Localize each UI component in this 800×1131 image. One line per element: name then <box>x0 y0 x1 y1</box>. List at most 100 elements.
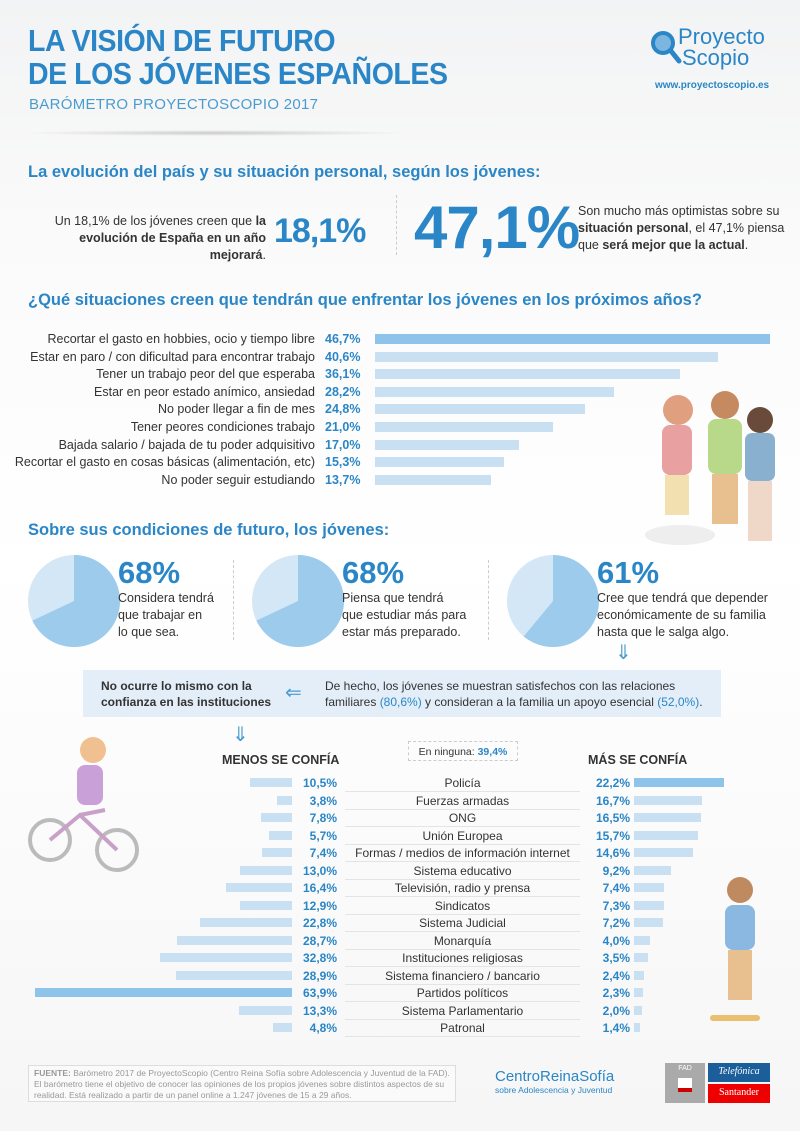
more-trust-bar <box>634 795 702 805</box>
text: situación personal <box>578 221 689 235</box>
bar-label: Tener peores condiciones trabajo <box>130 420 315 434</box>
more-trust-bar <box>634 813 701 822</box>
institution-label: Sistema financiero / bancario <box>345 969 580 985</box>
arrow-left-icon: ⇐ <box>285 682 302 704</box>
more-trust-bar <box>634 865 672 875</box>
more-trust-bar <box>634 970 644 980</box>
logo-text: Scopio <box>682 45 750 70</box>
family-relations-pct: (80,6%) <box>379 695 422 709</box>
more-trust-bar <box>634 935 651 945</box>
institution-label: Sistema educativo <box>345 864 580 880</box>
bar-row: No poder seguir estudiando 13,7% <box>0 472 800 489</box>
magnifier-globe-icon <box>651 31 682 64</box>
pie-chart <box>252 555 344 647</box>
proyectoscopio-logo: Proyecto Scopio <box>648 26 778 76</box>
title-line: DE LOS JÓVENES ESPAÑOLES <box>28 56 448 91</box>
bar-label: Estar en peor estado anímico, ansiedad <box>94 384 315 399</box>
less-trust-bar <box>269 830 292 840</box>
bar <box>375 369 681 380</box>
trust-row: 13,0% Sistema educativo 9,2% <box>0 862 800 880</box>
description-line: lo que sea. <box>118 625 180 639</box>
pie-description: Piensa que tendrá que estudiar más para es… <box>342 590 466 641</box>
bar-row: Bajada salario / bajada de tu poder adqu… <box>0 437 800 454</box>
text: Son mucho más optimistas sobre su <box>578 204 780 218</box>
bar <box>375 351 719 362</box>
bar-value: 15,3% <box>325 455 361 470</box>
bar <box>375 422 553 432</box>
less-trust-bar <box>35 988 292 997</box>
less-trust-value: 12,9% <box>302 898 337 913</box>
arrow-down-icon: ⇓ <box>232 724 249 746</box>
less-trust-bar <box>226 883 292 892</box>
institution-label: Partidos políticos <box>345 986 580 1002</box>
institution-label: Patronal <box>345 1021 580 1037</box>
trust-row: 4,8% Patronal 1,4% <box>0 1019 800 1037</box>
family-info-box: No ocurre lo mismo con la confianza en la… <box>83 670 721 717</box>
pie-slice-value <box>523 555 599 647</box>
trust-row: 63,9% Partidos políticos 2,3% <box>0 984 800 1002</box>
more-trust-bar <box>634 900 664 910</box>
cyclist-illustration <box>28 737 139 872</box>
evolution-personal-text: Son mucho más optimistas sobre su situaci… <box>578 204 785 252</box>
less-trust-bar <box>276 795 292 805</box>
pie-slice-value <box>256 555 344 647</box>
pie-pct: 68% <box>118 555 181 590</box>
text: familiares <box>325 695 380 709</box>
institution-label: Televisión, radio y prensa <box>345 881 580 897</box>
trust-row: 28,7% Monarquía 4,0% <box>0 932 800 950</box>
website-link[interactable]: www.proyectoscopio.es <box>655 80 770 91</box>
more-trust-value: 15,7% <box>595 828 630 843</box>
text: En ninguna: <box>418 746 478 758</box>
institution-label: Monarquía <box>345 934 580 950</box>
country-pct: 18,1% <box>274 212 366 250</box>
santander-logo: Santander <box>708 1084 770 1103</box>
more-trust-value: 2,0% <box>602 1003 630 1018</box>
less-trust-value: 3,8% <box>309 793 337 808</box>
more-trust-bar <box>634 1023 640 1032</box>
trust-row: 10,5% Policía 22,2% <box>0 774 800 792</box>
bar-label: No poder llegar a fin de mes <box>157 402 315 417</box>
less-trust-value: 22,8% <box>302 916 337 930</box>
description-line: que trabajar en <box>118 608 203 622</box>
centro-reina-sofia-logo: CentroReinaSofía sobre Adolescencia y Ju… <box>495 1068 630 1108</box>
text: será mejor que la actual <box>602 238 745 252</box>
bar-row: Tener un trabajo peor del que esperaba 36… <box>0 366 800 383</box>
logo-text: sobre Adolescencia y Juventud <box>495 1085 613 1095</box>
institution-label: Instituciones religiosas <box>345 951 580 967</box>
arrow-down-icon: ⇓ <box>615 642 632 664</box>
less-trust-bar <box>175 970 292 980</box>
less-trust-bar <box>176 935 292 945</box>
institution-label: Sistema Judicial <box>345 916 580 932</box>
text: y consideran a la familia un apoyo esenc… <box>421 695 658 709</box>
none-trust-value: 39,4% <box>477 746 508 758</box>
more-trust-bar <box>634 883 664 892</box>
trust-row: 22,8% Sistema Judicial 7,2% <box>0 914 800 932</box>
more-trust-bar <box>634 1005 643 1015</box>
less-trust-value: 5,7% <box>309 828 337 843</box>
description-line: Considera tendrá <box>118 591 214 605</box>
less-trust-value: 32,8% <box>302 951 337 965</box>
divider <box>233 560 234 640</box>
bar-value: 21,0% <box>325 420 361 434</box>
more-trust-value: 22,2% <box>595 776 630 790</box>
description-line: Piensa que tendrá <box>342 591 444 605</box>
more-trust-value: 7,4% <box>602 881 630 895</box>
section-heading-situations: ¿Qué situaciones creen que tendrán que e… <box>28 291 702 309</box>
less-trust-value: 28,7% <box>302 933 337 948</box>
pie-chart <box>507 555 599 647</box>
text: Un 18,1% de los jóvenes creen que <box>54 214 256 228</box>
more-trust-value: 16,7% <box>595 793 630 808</box>
section-heading-evolution: La evolución del país y su situación per… <box>28 163 541 181</box>
trust-row: 13,3% Sistema Parlamentario 2,0% <box>0 1002 800 1020</box>
trust-row: 3,8% Fuerzas armadas 16,7% <box>0 792 800 810</box>
description-line: que estudiar más para <box>342 608 467 622</box>
divider <box>488 560 489 640</box>
institutions-note: No ocurre lo mismo con la confianza en la… <box>101 678 271 710</box>
more-trust-value: 7,2% <box>602 916 630 930</box>
bar-label: Tener un trabajo peor del que esperaba <box>96 367 315 382</box>
divider <box>396 195 397 255</box>
less-trust-value: 28,9% <box>302 968 337 983</box>
more-trust-value: 16,5% <box>595 811 630 825</box>
more-trust-bar <box>634 848 694 857</box>
personal-pct: 47,1% <box>414 194 580 261</box>
